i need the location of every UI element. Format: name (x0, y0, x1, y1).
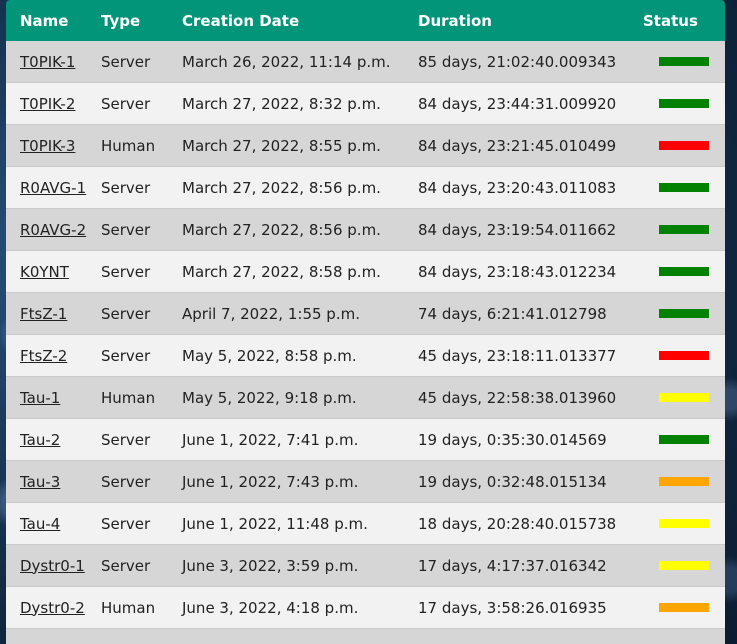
table-row: K0YNT Server March 27, 2022, 8:58 p.m. 8… (6, 251, 725, 293)
status-indicator (659, 141, 709, 150)
row-name-link[interactable]: Tau-1 (20, 388, 61, 407)
table-row: Tau-3 Server June 1, 2022, 7:43 p.m. 19 … (6, 461, 725, 503)
row-creation-date: June 1, 2022, 11:48 p.m. (182, 514, 368, 533)
row-type: Server (101, 94, 151, 113)
status-indicator (659, 519, 709, 528)
row-type: Server (101, 514, 151, 533)
status-indicator (659, 99, 709, 108)
row-name-link[interactable]: T0PIK-3 (20, 136, 76, 155)
row-duration: 84 days, 23:44:31.009920 (418, 94, 617, 113)
row-duration: 45 days, 22:58:38.013960 (418, 388, 617, 407)
status-indicator (659, 393, 709, 402)
row-type: Server (101, 430, 151, 449)
row-creation-date: June 1, 2022, 7:43 p.m. (182, 472, 359, 491)
row-type: Server (101, 262, 151, 281)
status-indicator (659, 183, 709, 192)
row-name-link[interactable]: T0PIK-1 (20, 52, 76, 71)
row-type: Server (101, 472, 151, 491)
row-name-link[interactable]: T0PIK-2 (20, 94, 76, 113)
row-duration: 84 days, 23:20:43.011083 (418, 178, 617, 197)
row-duration: 74 days, 6:21:41.012798 (418, 304, 607, 323)
row-name-link[interactable]: Tau-4 (20, 514, 61, 533)
table-row: Tau-1 Human May 5, 2022, 9:18 p.m. 45 da… (6, 377, 725, 419)
table-row: Dystr0-1 Server June 3, 2022, 3:59 p.m. … (6, 545, 725, 587)
row-name-link[interactable]: FtsZ-2 (20, 346, 68, 365)
row-type: Server (101, 304, 151, 323)
table-row: T0PIK-1 Server March 26, 2022, 11:14 p.m… (6, 41, 725, 83)
table-row-partial (6, 629, 725, 644)
header-status[interactable]: Status (643, 11, 698, 30)
table-row: R0AVG-1 Server March 27, 2022, 8:56 p.m.… (6, 167, 725, 209)
header-creation-date[interactable]: Creation Date (182, 11, 300, 30)
row-creation-date: May 5, 2022, 8:58 p.m. (182, 346, 357, 365)
row-type: Human (101, 598, 156, 617)
table-row: R0AVG-2 Server March 27, 2022, 8:56 p.m.… (6, 209, 725, 251)
row-name-link[interactable]: R0AVG-1 (20, 178, 87, 197)
header-name[interactable]: Name (20, 11, 69, 30)
row-creation-date: June 1, 2022, 7:41 p.m. (182, 430, 359, 449)
row-creation-date: March 27, 2022, 8:32 p.m. (182, 94, 381, 113)
header-type[interactable]: Type (101, 11, 141, 30)
row-type: Human (101, 388, 156, 407)
header-duration[interactable]: Duration (418, 11, 492, 30)
status-indicator (659, 477, 709, 486)
row-type: Server (101, 220, 151, 239)
table-row: Tau-4 Server June 1, 2022, 11:48 p.m. 18… (6, 503, 725, 545)
table-row: Tau-2 Server June 1, 2022, 7:41 p.m. 19 … (6, 419, 725, 461)
row-duration: 45 days, 23:18:11.013377 (418, 346, 617, 365)
row-creation-date: March 27, 2022, 8:58 p.m. (182, 262, 381, 281)
row-creation-date: March 27, 2022, 8:56 p.m. (182, 220, 381, 239)
row-duration: 84 days, 23:19:54.011662 (418, 220, 617, 239)
row-creation-date: May 5, 2022, 9:18 p.m. (182, 388, 357, 407)
row-duration: 19 days, 0:35:30.014569 (418, 430, 607, 449)
row-creation-date: April 7, 2022, 1:55 p.m. (182, 304, 360, 323)
row-name-link[interactable]: K0YNT (20, 262, 69, 281)
row-duration: 18 days, 20:28:40.015738 (418, 514, 617, 533)
row-duration: 84 days, 23:21:45.010499 (418, 136, 617, 155)
status-indicator (659, 225, 709, 234)
table-row: T0PIK-3 Human March 27, 2022, 8:55 p.m. … (6, 125, 725, 167)
row-type: Server (101, 556, 151, 575)
table-header: Name Type Creation Date Duration Status (6, 0, 725, 41)
status-indicator (659, 309, 709, 318)
table-row: FtsZ-2 Server May 5, 2022, 8:58 p.m. 45 … (6, 335, 725, 377)
table-row: T0PIK-2 Server March 27, 2022, 8:32 p.m.… (6, 83, 725, 125)
row-type: Server (101, 52, 151, 71)
row-name-link[interactable]: Dystr0-1 (20, 556, 85, 575)
row-creation-date: March 27, 2022, 8:55 p.m. (182, 136, 381, 155)
status-indicator (659, 57, 709, 66)
status-indicator (659, 351, 709, 360)
row-duration: 17 days, 3:58:26.016935 (418, 598, 607, 617)
row-creation-date: March 27, 2022, 8:56 p.m. (182, 178, 381, 197)
status-indicator (659, 603, 709, 612)
row-name-link[interactable]: R0AVG-2 (20, 220, 87, 239)
status-indicator (659, 435, 709, 444)
row-name-link[interactable]: Dystr0-2 (20, 598, 85, 617)
row-name-link[interactable]: Tau-3 (20, 472, 61, 491)
row-duration: 85 days, 21:02:40.009343 (418, 52, 617, 71)
row-type: Server (101, 346, 151, 365)
row-type: Server (101, 178, 151, 197)
row-creation-date: June 3, 2022, 4:18 p.m. (182, 598, 359, 617)
sessions-table: Name Type Creation Date Duration Status … (6, 0, 725, 644)
row-duration: 17 days, 4:17:37.016342 (418, 556, 607, 575)
row-name-link[interactable]: FtsZ-1 (20, 304, 68, 323)
row-name-link[interactable]: Tau-2 (20, 430, 61, 449)
table-row: Dystr0-2 Human June 3, 2022, 4:18 p.m. 1… (6, 587, 725, 629)
row-type: Human (101, 136, 156, 155)
row-duration: 19 days, 0:32:48.015134 (418, 472, 607, 491)
row-creation-date: March 26, 2022, 11:14 p.m. (182, 52, 391, 71)
table-row: FtsZ-1 Server April 7, 2022, 1:55 p.m. 7… (6, 293, 725, 335)
status-indicator (659, 267, 709, 276)
row-creation-date: June 3, 2022, 3:59 p.m. (182, 556, 359, 575)
status-indicator (659, 561, 709, 570)
row-duration: 84 days, 23:18:43.012234 (418, 262, 617, 281)
